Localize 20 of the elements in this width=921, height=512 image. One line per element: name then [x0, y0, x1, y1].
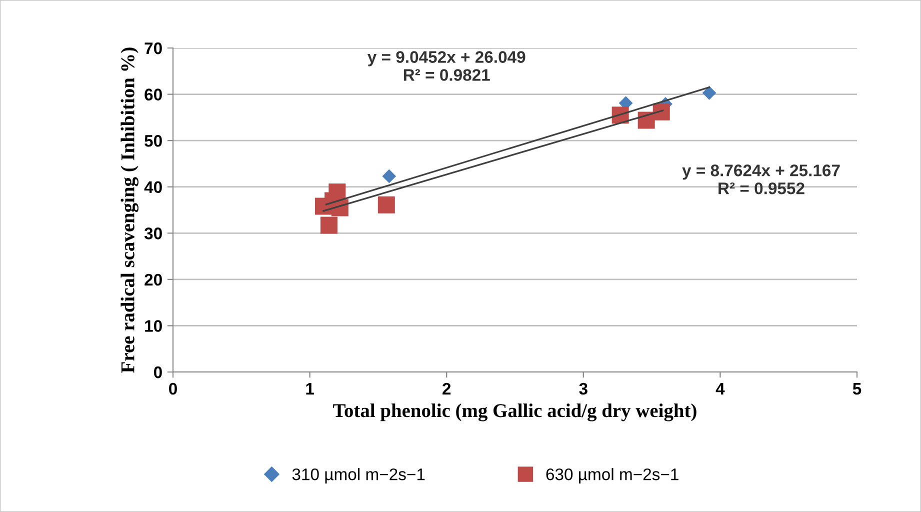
y-tick-label: 70 — [144, 42, 162, 54]
y-tick-label: 10 — [145, 320, 162, 332]
x-tick-label: 5 — [852, 383, 862, 395]
annotation: y = 8.7624x + 25.167 R² = 0.9552 — [682, 164, 840, 194]
x-tick-label: 0 — [169, 382, 177, 395]
x-tick-label: 1 — [306, 383, 314, 394]
x-axis-title: Total phenolic (mg Gallic acid/g dry weight) — [333, 404, 696, 422]
annotation: y = 9.0452x + 26.049 R² = 0.9821 — [367, 51, 526, 81]
y-tick-label: 60 — [144, 88, 162, 100]
y-tick-label: 20 — [144, 274, 162, 286]
y-tick-label: 0 — [154, 366, 162, 378]
y-tick-label: 50 — [144, 134, 162, 147]
y-axis-title: Free radical scavenging ( Inhibition %) — [120, 48, 138, 373]
legend-label: 630 µmol m−2s−1 — [546, 468, 678, 484]
y-tick-label: 30 — [144, 228, 162, 240]
legend-label: 310 µmol m−2s−1 — [292, 468, 425, 484]
y-tick-label: 40 — [144, 181, 162, 194]
x-tick-label: 2 — [442, 382, 451, 394]
x-tick-label: 4 — [716, 383, 725, 394]
x-tick-label: 3 — [579, 382, 588, 395]
